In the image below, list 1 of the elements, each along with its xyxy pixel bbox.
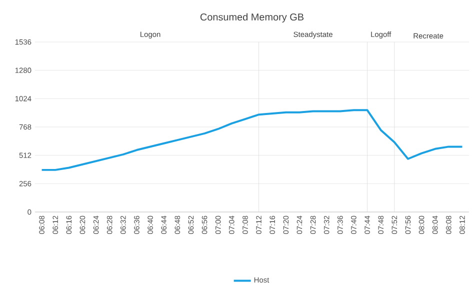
chart-title: Consumed Memory GB (200, 13, 304, 22)
